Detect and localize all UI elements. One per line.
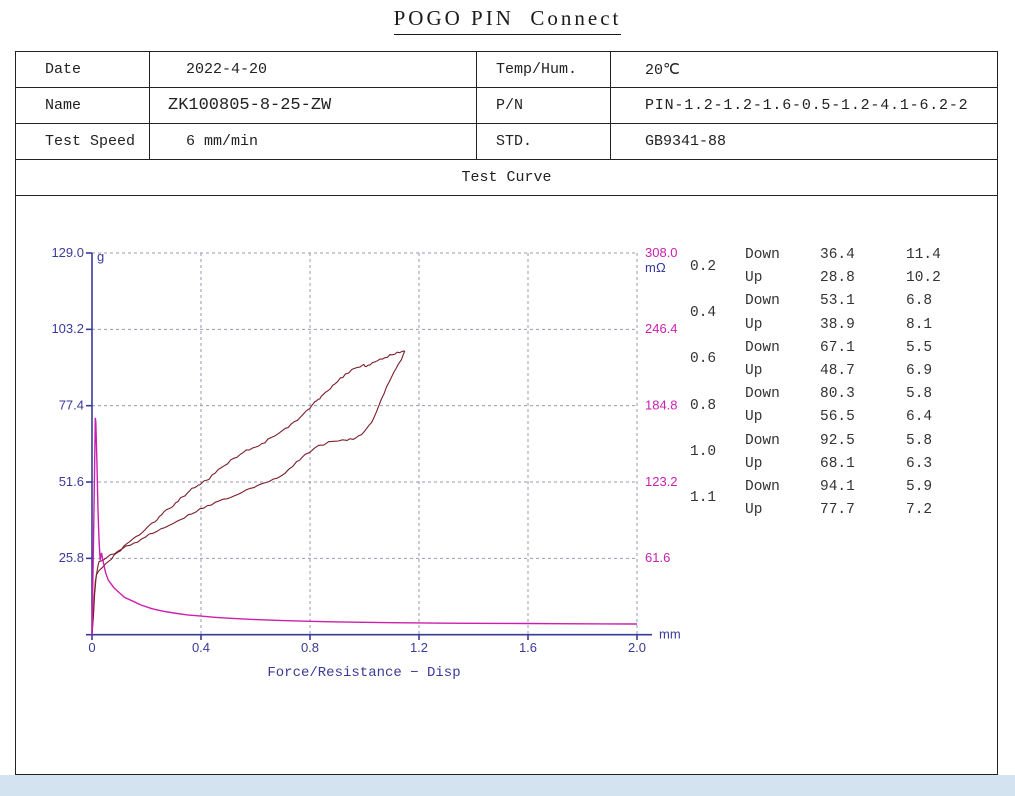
- svg-text:1.2: 1.2: [410, 640, 428, 655]
- svg-text:Force/Resistance − Disp: Force/Resistance − Disp: [267, 665, 460, 681]
- svg-text:308.0: 308.0: [645, 244, 678, 259]
- svg-text:61.6: 61.6: [645, 550, 670, 565]
- svg-text:0: 0: [88, 640, 95, 655]
- svg-text:g: g: [97, 249, 104, 264]
- svg-text:103.2: 103.2: [51, 321, 84, 336]
- svg-text:0.8: 0.8: [301, 640, 319, 655]
- svg-text:123.2: 123.2: [645, 473, 678, 488]
- svg-text:246.4: 246.4: [645, 321, 678, 336]
- svg-text:1.6: 1.6: [519, 640, 537, 655]
- svg-text:mΩ: mΩ: [645, 260, 666, 275]
- svg-text:184.8: 184.8: [645, 397, 678, 412]
- svg-text:25.8: 25.8: [59, 550, 84, 565]
- svg-text:0.4: 0.4: [192, 640, 210, 655]
- svg-text:77.4: 77.4: [59, 397, 84, 412]
- svg-text:51.6: 51.6: [59, 473, 84, 488]
- svg-text:mm: mm: [659, 626, 681, 641]
- svg-text:129.0: 129.0: [51, 244, 84, 259]
- svg-text:2.0: 2.0: [628, 640, 646, 655]
